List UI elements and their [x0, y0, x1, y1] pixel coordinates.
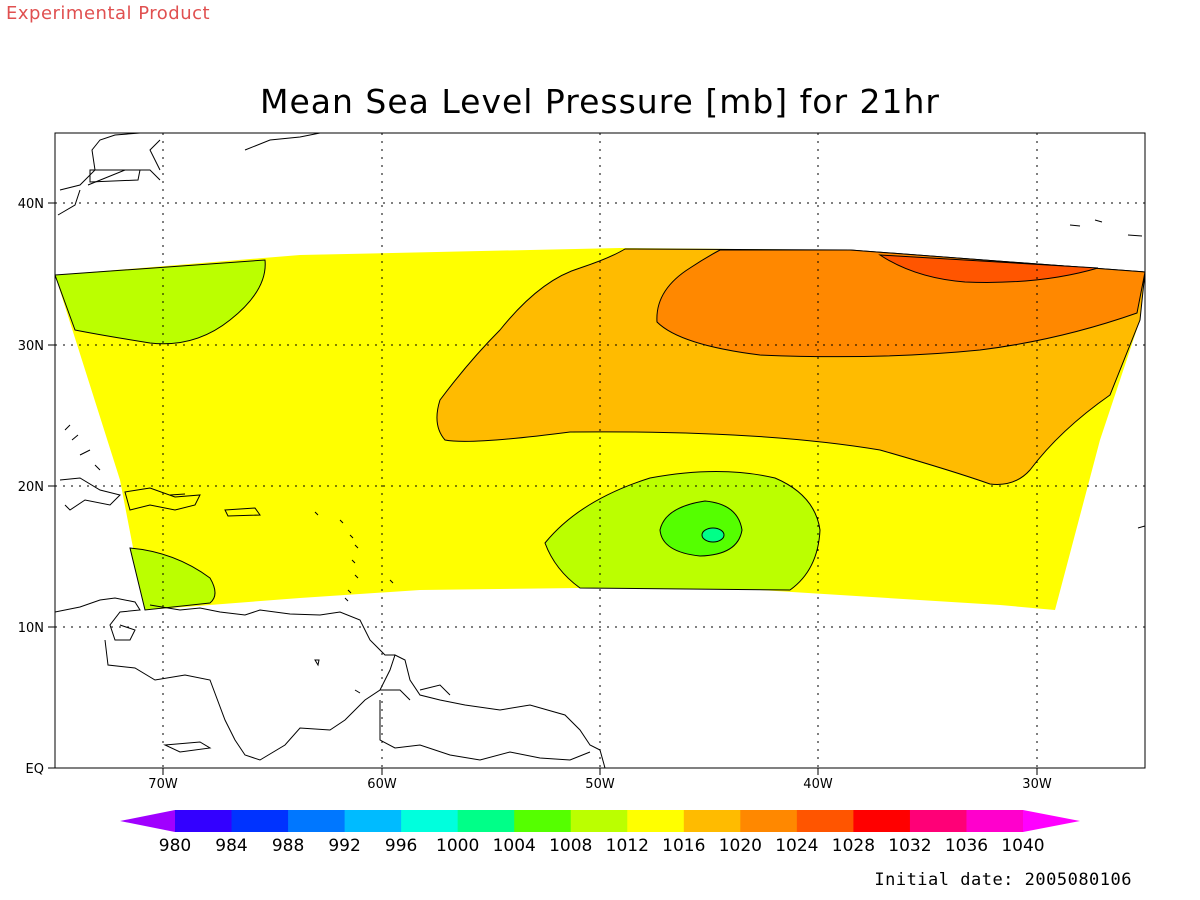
initial-date: Initial date: 2005080106 [874, 870, 1132, 890]
colorbar-label: 988 [272, 836, 304, 856]
colorbar-swatch [457, 810, 515, 832]
colorbar-label: 1000 [436, 836, 479, 856]
map-title: Mean Sea Level Pressure [mb] for 21hr [259, 82, 941, 121]
lon-label-50w: 50W [585, 777, 615, 792]
colorbar-label: 996 [385, 836, 417, 856]
colorbar-swatch [344, 810, 402, 832]
lat-label-40n: 40N [18, 197, 44, 212]
colorbar-label: 1040 [1001, 836, 1044, 856]
colorbar: 980 984 988 992 996 1000 1004 1008 1012 1016 1020 1… [120, 810, 1080, 856]
experimental-product-tag: Experimental Product [6, 3, 211, 24]
lon-label-40w: 40W [803, 777, 833, 792]
contour-fill-1004 [659, 500, 743, 557]
colorbar-swatch [401, 810, 459, 832]
colorbar-arrow-left [120, 810, 175, 832]
colorbar-label: 1012 [606, 836, 649, 856]
coastlines [55, 133, 1145, 768]
colorbar-label: 1020 [719, 836, 762, 856]
colorbar-swatch [288, 810, 346, 832]
lat-label-30n: 30N [18, 339, 44, 354]
colorbar-label: 1024 [775, 836, 818, 856]
colorbar-label: 1036 [945, 836, 988, 856]
colorbar-swatch [514, 810, 572, 832]
colorbar-swatch [627, 810, 685, 832]
colorbar-label: 1032 [888, 836, 931, 856]
colorbar-swatch [175, 810, 233, 832]
colorbar-swatch [683, 810, 741, 832]
lon-label-30w: 30W [1022, 777, 1052, 792]
tick-marks [48, 202, 1038, 775]
colorbar-label: 992 [328, 836, 360, 856]
colorbar-label: 1016 [662, 836, 705, 856]
colorbar-label: 1028 [832, 836, 875, 856]
contour-fill-1008-sw [129, 547, 216, 611]
lat-label-20n: 20N [18, 480, 44, 495]
colorbar-label: 984 [215, 836, 247, 856]
colorbar-arrow-right [1023, 810, 1080, 832]
colorbar-swatch [231, 810, 289, 832]
colorbar-swatch [570, 810, 628, 832]
lat-label-eq: EQ [26, 762, 44, 777]
contour-fill-1024 [878, 254, 1099, 283]
lon-label-70w: 70W [148, 777, 178, 792]
colorbar-label: 1004 [493, 836, 536, 856]
colorbar-label: 1008 [549, 836, 592, 856]
contour-fill-1008-nw [55, 259, 266, 345]
colorbar-label: 980 [159, 836, 191, 856]
colorbar-swatch [909, 810, 967, 832]
colorbar-swatch [796, 810, 854, 832]
colorbar-swatch [853, 810, 911, 832]
colorbar-swatch [966, 810, 1024, 832]
contour-fill-1000 [701, 527, 725, 543]
colorbar-swatch [740, 810, 798, 832]
gridlines [55, 133, 1145, 768]
lon-label-60w: 60W [367, 777, 397, 792]
lat-label-10n: 10N [18, 621, 44, 636]
